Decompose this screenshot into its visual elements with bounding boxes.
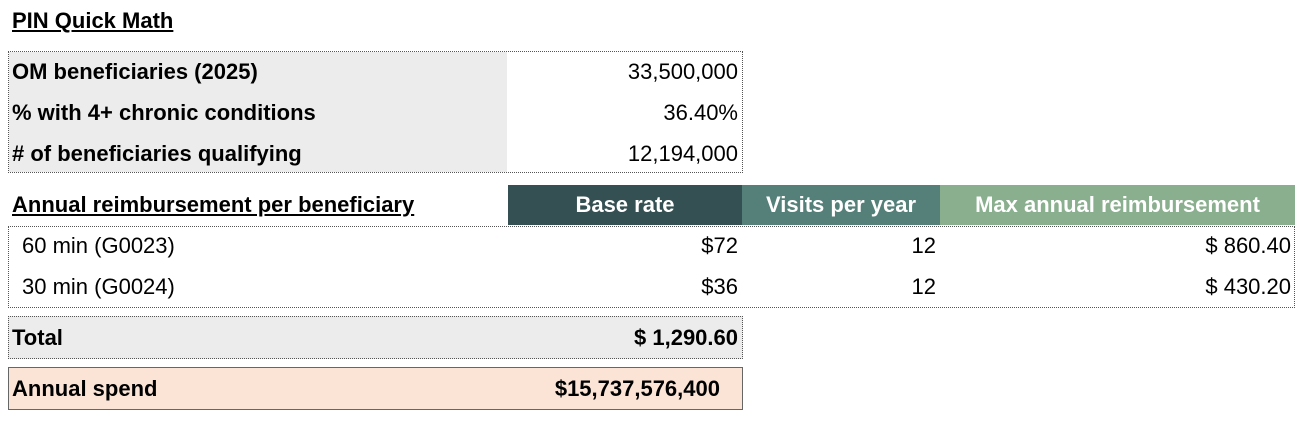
reimbursement-label: Annual reimbursement per beneficiary — [12, 192, 415, 217]
header-max-reimbursement: Max annual reimbursement — [940, 185, 1295, 225]
summary-value-chronic: 36.40% — [663, 100, 738, 125]
row-code-g0023: 60 min (G0023) — [22, 233, 175, 258]
annual-spend-row — [8, 367, 743, 410]
row-visits-g0024: 12 — [911, 274, 936, 299]
row-visits-g0023: 12 — [911, 233, 936, 258]
annual-spend-label: Annual spend — [12, 376, 158, 401]
reimbursement-table — [8, 226, 1295, 308]
row-base-rate-g0024: $36 — [701, 274, 738, 299]
total-value: $ 1,290.60 — [634, 325, 738, 350]
summary-label-fill — [9, 52, 507, 172]
total-row — [8, 316, 743, 359]
row-code-g0024: 30 min (G0024) — [22, 274, 175, 299]
total-label: Total — [12, 325, 63, 350]
summary-table — [8, 51, 743, 173]
row-base-rate-g0023: $72 — [701, 233, 738, 258]
row-max-g0023: $ 860.40 — [1205, 233, 1291, 258]
summary-label-chronic: % with 4+ chronic conditions — [12, 100, 316, 125]
annual-spend-value: $15,737,576,400 — [554, 376, 720, 401]
row-max-g0024: $ 430.20 — [1205, 274, 1291, 299]
summary-value-qualifying: 12,194,000 — [627, 141, 738, 166]
header-base-rate: Base rate — [508, 185, 742, 225]
summary-value-beneficiaries: 33,500,000 — [627, 59, 738, 84]
page-title: PIN Quick Math — [12, 8, 174, 33]
summary-label-beneficiaries: OM beneficiaries (2025) — [12, 59, 258, 84]
summary-label-qualifying: # of beneficiaries qualifying — [12, 141, 302, 166]
header-visits: Visits per year — [742, 185, 940, 225]
